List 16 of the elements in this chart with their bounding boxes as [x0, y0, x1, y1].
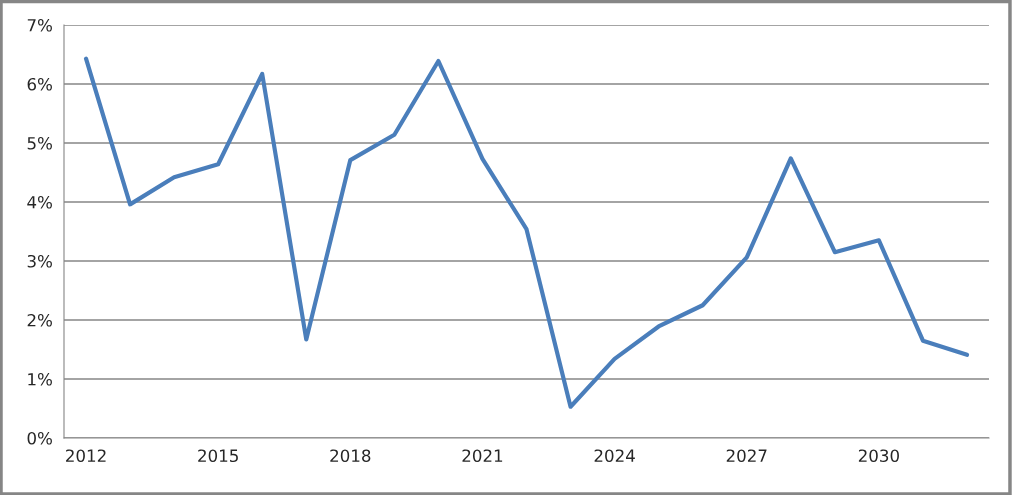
x-tick-label: 2012 — [66, 449, 106, 463]
y-tick-label: 6% — [27, 77, 52, 91]
y-tick-label: 0% — [27, 431, 52, 445]
y-tick-label: 3% — [27, 254, 52, 268]
x-tick-label: 2018 — [330, 449, 371, 463]
x-tick-label: 2030 — [858, 449, 899, 463]
x-tick-label: 2024 — [594, 449, 635, 463]
x-tick-label: 2027 — [726, 449, 767, 463]
y-tick-label: 7% — [27, 18, 52, 32]
y-tick-label: 4% — [27, 195, 52, 209]
x-tick-label: 2021 — [462, 449, 503, 463]
x-tick-label: 2015 — [198, 449, 238, 463]
y-tick-label: 5% — [27, 136, 52, 150]
line-series — [83, 56, 970, 409]
y-tick-label: 2% — [27, 313, 52, 327]
y-tick-label: 1% — [28, 372, 52, 386]
